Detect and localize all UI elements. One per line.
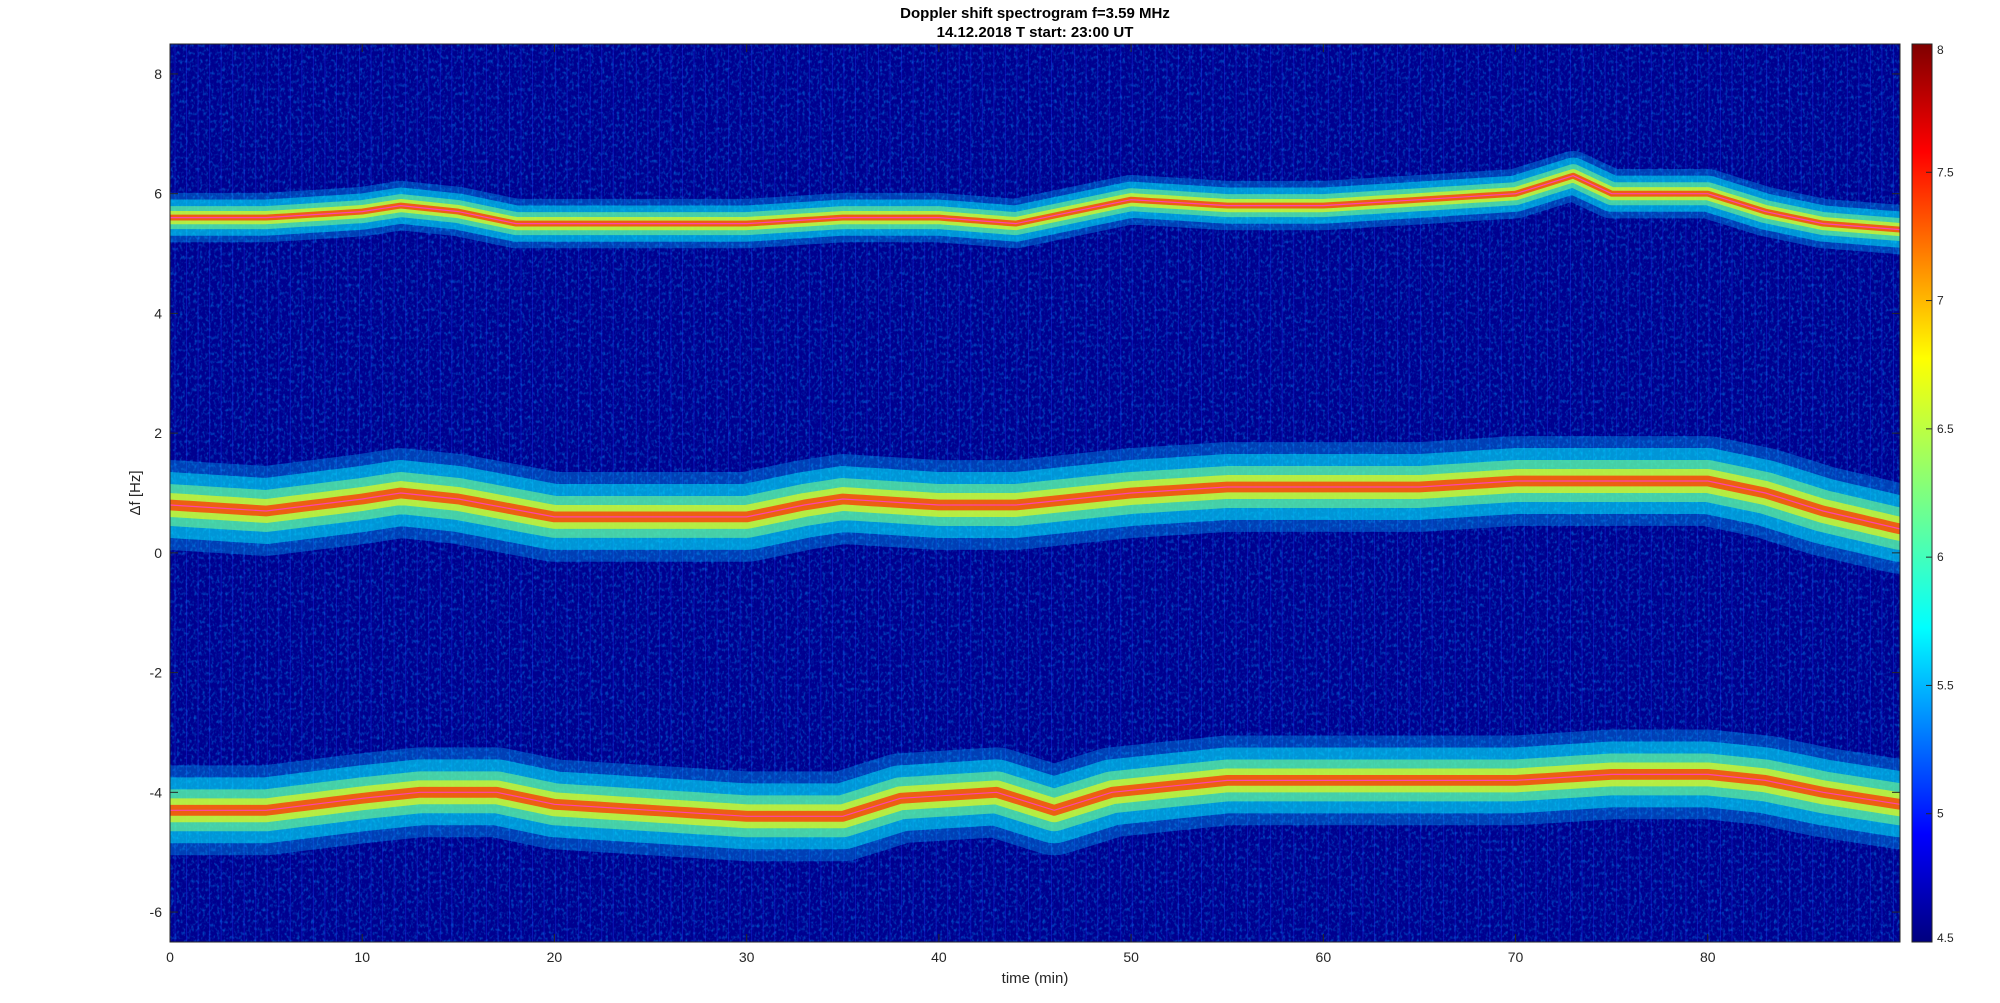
y-tick-label: 0 bbox=[154, 545, 162, 561]
signal-band bbox=[170, 729, 1900, 862]
y-axis-label: Δf [Hz] bbox=[127, 470, 144, 515]
colorbar-tick-label: 8 bbox=[1937, 43, 1944, 57]
y-tick-label: 2 bbox=[154, 425, 162, 441]
chart-subtitle: 14.12.2018 T start: 23:00 UT bbox=[937, 24, 1134, 41]
y-tick-label: 4 bbox=[154, 305, 162, 321]
colorbar-axis: 8 7.5 7 6.5 6 5.5 5 4.5 bbox=[1926, 43, 1954, 945]
signal-band bbox=[170, 436, 1900, 574]
x-tick-label: 30 bbox=[739, 949, 755, 965]
plot-area bbox=[170, 44, 1900, 942]
chart-title: Doppler shift spectrogram f=3.59 MHz bbox=[900, 5, 1170, 22]
y-tick-label: -4 bbox=[150, 784, 163, 800]
y-tick-label: 8 bbox=[154, 66, 162, 82]
x-axis-label: time (min) bbox=[1002, 970, 1069, 987]
colorbar-tick-label: 5.5 bbox=[1937, 678, 1954, 692]
x-tick-label: 0 bbox=[166, 949, 174, 965]
y-tick-label: -2 bbox=[150, 665, 163, 681]
doppler-trace-line bbox=[170, 175, 1900, 231]
colorbar-tick-label: 5 bbox=[1937, 807, 1944, 821]
x-tick-label: 10 bbox=[354, 949, 370, 965]
x-tick-label: 20 bbox=[547, 949, 563, 965]
colorbar-tick-label: 6.5 bbox=[1937, 422, 1954, 436]
x-tick-label: 80 bbox=[1700, 949, 1716, 965]
y-tick-label: 6 bbox=[154, 186, 162, 202]
doppler-trace-line bbox=[170, 480, 1900, 530]
x-tick-label: 50 bbox=[1123, 949, 1139, 965]
colorbar bbox=[1911, 43, 1933, 943]
colorbar-tick-label: 7.5 bbox=[1937, 165, 1954, 179]
y-axis: 8 6 4 2 0 -2 -4 -6 bbox=[150, 66, 1900, 920]
colorbar-tick-label: 7 bbox=[1937, 294, 1944, 308]
colorbar-tick-label: 6 bbox=[1937, 550, 1944, 564]
x-tick-label: 70 bbox=[1508, 949, 1524, 965]
x-axis: 0 10 20 30 40 50 60 70 80 bbox=[166, 44, 1716, 965]
doppler-trace-line bbox=[170, 773, 1900, 817]
x-tick-label: 40 bbox=[931, 949, 947, 965]
colorbar-tick-label: 4.5 bbox=[1937, 931, 1954, 945]
y-tick-label: -6 bbox=[150, 904, 163, 920]
signal-bands bbox=[170, 151, 1900, 862]
plot-frame bbox=[169, 43, 1901, 943]
signal-band bbox=[170, 151, 1900, 255]
x-tick-label: 60 bbox=[1316, 949, 1332, 965]
